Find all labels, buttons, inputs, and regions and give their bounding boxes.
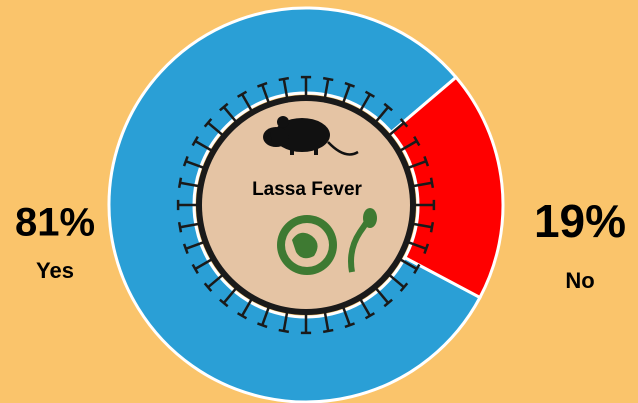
spike	[387, 273, 405, 289]
spike-tip	[383, 102, 393, 112]
value-label: 19%	[534, 195, 626, 247]
spike	[240, 297, 254, 317]
spike-tip	[423, 156, 430, 167]
spike	[179, 181, 200, 188]
spike-tip	[383, 298, 393, 308]
spike-tip	[413, 263, 421, 275]
spike	[387, 121, 405, 137]
spike-tip	[364, 312, 376, 320]
spike-tip	[278, 328, 290, 334]
value-label: 81%	[15, 201, 95, 245]
spike-tip	[344, 81, 355, 88]
spike	[323, 78, 330, 99]
spike	[398, 257, 418, 271]
spike-tip	[182, 243, 189, 254]
spike	[407, 240, 427, 250]
spike	[261, 306, 271, 326]
spike	[412, 222, 433, 229]
spike	[358, 93, 372, 113]
spike	[323, 311, 330, 332]
spike	[407, 160, 427, 170]
lassa-virus-icon	[277, 208, 377, 275]
spike-tip	[322, 328, 334, 334]
spike-tip	[219, 102, 229, 112]
spike-tip	[278, 76, 290, 82]
spike-tip	[191, 263, 199, 275]
spike	[240, 93, 254, 113]
spike	[341, 84, 351, 104]
spike-tip	[236, 312, 248, 320]
spike-tip	[191, 135, 199, 147]
donut-slice	[389, 75, 505, 300]
spike-tip	[322, 76, 334, 82]
spike	[194, 257, 214, 271]
spike	[185, 160, 205, 170]
spike	[185, 240, 205, 250]
spike-tip	[413, 135, 421, 147]
spike-tip	[257, 322, 268, 329]
spike	[341, 306, 351, 326]
spike	[282, 78, 289, 99]
spike	[222, 106, 238, 124]
spike-tip	[177, 221, 183, 233]
center-label: Lassa Fever	[252, 179, 362, 200]
spike	[374, 106, 390, 124]
spike-tip	[399, 118, 409, 128]
spike	[261, 84, 271, 104]
spike-tip	[344, 322, 355, 329]
spike-tip	[423, 243, 430, 254]
spike-tip	[429, 177, 435, 189]
spike-tip	[203, 282, 213, 292]
spike	[374, 286, 390, 304]
spike-tip	[182, 156, 189, 167]
spike	[398, 139, 418, 153]
spike-tip	[203, 118, 213, 128]
spike	[194, 139, 214, 153]
spike-tip	[429, 221, 435, 233]
spike-tip	[257, 81, 268, 88]
rat-icon	[263, 116, 359, 156]
spike-tip	[177, 177, 183, 189]
category-label: Yes	[36, 258, 74, 283]
spike-tip	[399, 282, 409, 292]
spike	[412, 181, 433, 188]
spike	[222, 286, 238, 304]
spike-tip	[219, 298, 229, 308]
spike	[179, 222, 200, 229]
spike-tip	[364, 90, 376, 98]
spike	[207, 121, 225, 137]
spike	[207, 273, 225, 289]
category-label: No	[565, 268, 594, 293]
spike	[282, 311, 289, 332]
spike-tip	[236, 90, 248, 98]
spike	[358, 297, 372, 317]
